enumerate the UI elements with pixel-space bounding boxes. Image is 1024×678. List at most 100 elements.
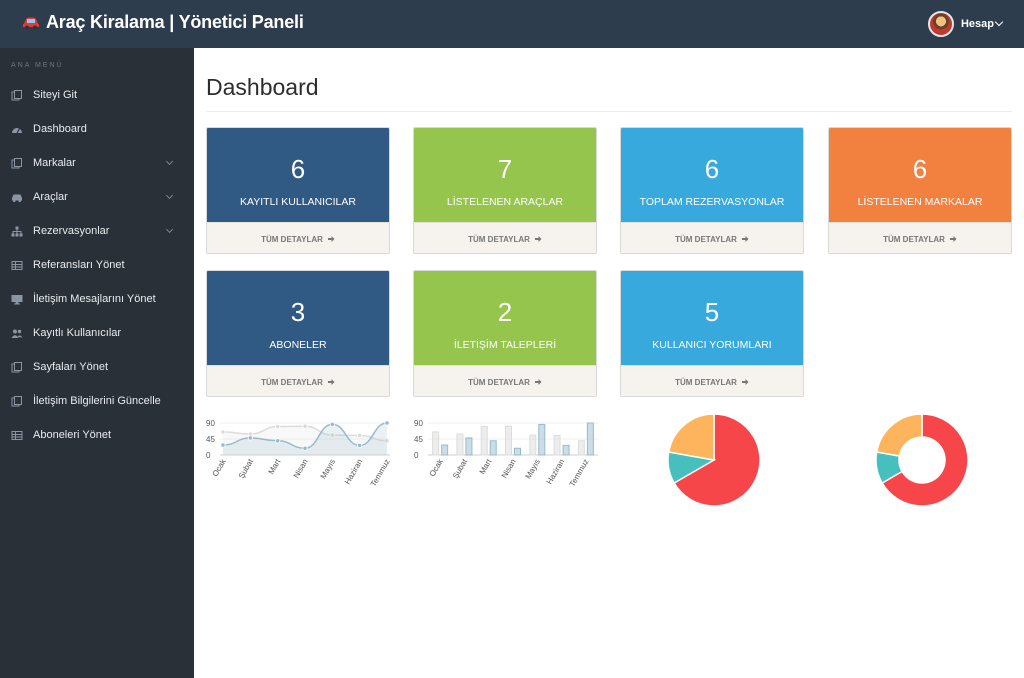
details-link-label: TÜM DETAYLAR bbox=[468, 377, 530, 387]
bar bbox=[480, 426, 488, 456]
sidebar-item[interactable]: Referansları Yönet bbox=[0, 248, 194, 282]
pie-chart bbox=[667, 413, 761, 507]
sidebar-item[interactable]: Rezervasyonlar bbox=[0, 214, 194, 248]
x-tick-label: Mayıs bbox=[319, 458, 337, 481]
details-link-label: TÜM DETAYLAR bbox=[261, 377, 323, 387]
bar bbox=[529, 434, 537, 456]
details-link[interactable]: TÜM DETAYLAR bbox=[414, 365, 596, 396]
sidebar-item[interactable]: Siteyi Git bbox=[0, 78, 194, 112]
series-area bbox=[223, 423, 387, 455]
table-icon bbox=[11, 260, 23, 271]
data-point bbox=[357, 432, 363, 439]
stat-label: İLETİŞİM TALEPLERİ bbox=[453, 339, 557, 351]
x-tick-label: Temmuz bbox=[568, 458, 591, 489]
data-point bbox=[220, 442, 226, 448]
sidebar-item[interactable]: Aboneleri Yönet bbox=[0, 418, 194, 452]
page-title: Dashboard bbox=[206, 74, 319, 100]
brand[interactable]: Araç Kiralama | Yönetici Paneli bbox=[22, 12, 304, 33]
details-link[interactable]: TÜM DETAYLAR bbox=[207, 365, 389, 396]
stat-card-body: 6 LİSTELENEN MARKALAR bbox=[829, 128, 1011, 222]
bar bbox=[562, 444, 570, 456]
stat-value: 6 bbox=[290, 154, 306, 184]
sidebar-item[interactable]: İletişim Mesajlarını Yönet bbox=[0, 282, 194, 316]
sitemap-icon bbox=[11, 226, 23, 237]
sidebar-item[interactable]: Sayfaları Yönet bbox=[0, 350, 194, 384]
bar bbox=[441, 444, 449, 456]
arrow-right-icon bbox=[327, 379, 335, 385]
sidebar-item-label: İletişim Mesajlarını Yönet bbox=[33, 293, 156, 305]
bar bbox=[514, 447, 521, 456]
copy-icon bbox=[11, 395, 23, 407]
copy-icon bbox=[11, 361, 23, 373]
main-content: Dashboard 6 KAYITLI KULLANICILAR TÜM DETAY… bbox=[194, 48, 1024, 678]
bar bbox=[553, 434, 561, 456]
divider bbox=[206, 111, 1012, 112]
doughnut-chart bbox=[875, 413, 969, 507]
sidebar-item[interactable]: İletişim Bilgilerini Güncelle bbox=[0, 384, 194, 418]
x-tick-label: Şubat bbox=[237, 457, 256, 480]
details-link[interactable]: TÜM DETAYLAR bbox=[414, 222, 596, 253]
chevron-down-icon bbox=[994, 17, 1004, 27]
y-tick-label: 90 bbox=[206, 419, 215, 428]
details-link-label: TÜM DETAYLAR bbox=[883, 234, 945, 244]
copy-icon bbox=[11, 157, 23, 169]
stat-value: 5 bbox=[704, 297, 720, 327]
details-link[interactable]: TÜM DETAYLAR bbox=[621, 365, 803, 396]
bar bbox=[432, 431, 440, 456]
arrow-right-icon bbox=[534, 379, 542, 385]
data-point bbox=[275, 423, 281, 430]
stat-card-body: 5 KULLANICI YORUMLARI bbox=[621, 271, 803, 365]
x-tick-label: Ocak bbox=[211, 457, 229, 479]
desktop-icon bbox=[11, 294, 23, 305]
stat-card: 6 TOPLAM REZERVASYONLAR TÜM DETAYLAR bbox=[620, 127, 804, 254]
data-point bbox=[247, 435, 253, 441]
sidebar-item[interactable]: Kayıtlı Kullanıcılar bbox=[0, 316, 194, 350]
arrow-right-icon bbox=[949, 236, 957, 242]
bar bbox=[465, 437, 473, 456]
stat-card-body: 6 TOPLAM REZERVASYONLAR bbox=[621, 128, 803, 222]
details-link[interactable]: TÜM DETAYLAR bbox=[829, 222, 1011, 253]
stat-card-body: 2 İLETİŞİM TALEPLERİ bbox=[414, 271, 596, 365]
copy-icon bbox=[11, 89, 23, 101]
data-point bbox=[384, 438, 390, 444]
app-title: Araç Kiralama | Yönetici Paneli bbox=[46, 12, 304, 32]
bar-chart: 0 45 90 Ocak Şubat Mart Nisan Mayıs Haziran Temmu… bbox=[414, 419, 598, 489]
arrow-right-icon bbox=[741, 236, 749, 242]
bar bbox=[456, 433, 464, 456]
data-point bbox=[302, 445, 308, 451]
sidebar-item[interactable]: Dashboard bbox=[0, 112, 194, 146]
data-point bbox=[357, 442, 363, 448]
x-tick-label: Haziran bbox=[343, 458, 365, 486]
bar bbox=[577, 440, 585, 456]
details-link[interactable]: TÜM DETAYLAR bbox=[621, 222, 803, 253]
sidebar-item-label: Referansları Yönet bbox=[33, 259, 125, 271]
data-point bbox=[329, 432, 335, 438]
stat-value: 7 bbox=[497, 154, 513, 184]
stat-label: LİSTELENEN ARAÇLAR bbox=[446, 196, 564, 208]
bar bbox=[489, 440, 497, 456]
top-navbar: Araç Kiralama | Yönetici Paneli Hesap bbox=[0, 0, 1024, 48]
y-tick-label: 0 bbox=[414, 451, 419, 460]
y-tick-label: 0 bbox=[206, 451, 211, 460]
x-tick-label: Mart bbox=[478, 457, 494, 476]
arrow-right-icon bbox=[741, 379, 749, 385]
sidebar-item[interactable]: Araçlar bbox=[0, 180, 194, 214]
stat-value: 6 bbox=[912, 154, 928, 184]
details-link[interactable]: TÜM DETAYLAR bbox=[207, 222, 389, 253]
stat-card: 3 ABONELER TÜM DETAYLAR bbox=[206, 270, 390, 397]
sidebar-item-label: Markalar bbox=[33, 157, 76, 169]
stat-label: LİSTELENEN MARKALAR bbox=[857, 196, 983, 208]
avatar[interactable] bbox=[927, 11, 954, 37]
bar bbox=[586, 422, 594, 456]
line-chart: 0 45 90 Ocak Şubat Mart Nisan Mayıs Haziran Temmu… bbox=[206, 419, 392, 488]
sidebar-item[interactable]: Markalar bbox=[0, 146, 194, 180]
sidebar-section-title: ANA MENÜ bbox=[11, 62, 64, 69]
x-tick-label: Mart bbox=[267, 457, 283, 476]
stat-card: 5 KULLANICI YORUMLARI TÜM DETAYLAR bbox=[620, 270, 804, 397]
sidebar-item-label: Araçlar bbox=[33, 191, 68, 203]
chevron-down-icon bbox=[165, 191, 174, 200]
pie-slice bbox=[667, 413, 715, 461]
chevron-down-icon bbox=[165, 157, 174, 166]
car-icon bbox=[23, 17, 39, 29]
account-menu[interactable]: Hesap bbox=[927, 11, 1004, 37]
